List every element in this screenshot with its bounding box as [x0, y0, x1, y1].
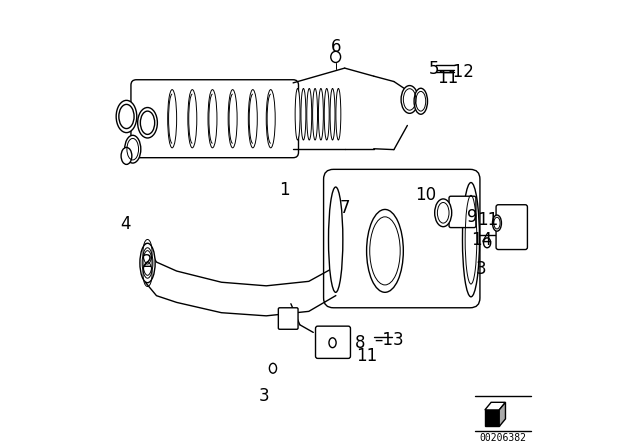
Text: –13: –13 [374, 331, 404, 349]
Text: 00206382: 00206382 [479, 433, 526, 443]
Ellipse shape [336, 89, 341, 140]
Text: 11: 11 [437, 69, 458, 87]
Ellipse shape [266, 90, 275, 148]
Ellipse shape [414, 88, 428, 114]
Text: 6: 6 [330, 38, 341, 56]
Ellipse shape [125, 135, 141, 163]
Ellipse shape [331, 52, 340, 63]
Ellipse shape [493, 215, 502, 231]
Ellipse shape [484, 238, 491, 248]
Ellipse shape [401, 86, 418, 113]
Text: 11: 11 [356, 347, 378, 365]
Ellipse shape [324, 89, 329, 140]
FancyBboxPatch shape [316, 326, 351, 358]
Polygon shape [485, 410, 499, 426]
FancyBboxPatch shape [131, 80, 298, 158]
Text: 3: 3 [476, 260, 486, 278]
Ellipse shape [330, 89, 335, 140]
Ellipse shape [116, 100, 137, 133]
Ellipse shape [269, 363, 276, 373]
Ellipse shape [248, 90, 257, 148]
Ellipse shape [168, 90, 177, 148]
Text: 9: 9 [467, 208, 477, 226]
Ellipse shape [301, 89, 306, 140]
Text: 7: 7 [339, 199, 350, 217]
Ellipse shape [140, 243, 155, 283]
FancyBboxPatch shape [496, 205, 527, 250]
FancyBboxPatch shape [449, 196, 476, 228]
Text: 11: 11 [477, 211, 499, 228]
Text: 5: 5 [429, 60, 440, 78]
Text: 10: 10 [415, 186, 436, 204]
Ellipse shape [295, 89, 300, 140]
Polygon shape [499, 402, 506, 426]
Ellipse shape [319, 89, 323, 140]
FancyBboxPatch shape [278, 308, 298, 329]
FancyBboxPatch shape [324, 169, 480, 308]
Text: 3: 3 [259, 388, 269, 405]
Text: 2: 2 [142, 253, 153, 271]
Text: 4: 4 [120, 215, 131, 233]
Ellipse shape [208, 90, 217, 148]
Ellipse shape [312, 89, 317, 140]
Ellipse shape [463, 182, 479, 297]
Polygon shape [485, 402, 506, 410]
Ellipse shape [121, 147, 132, 164]
Ellipse shape [329, 338, 336, 348]
Ellipse shape [228, 90, 237, 148]
Text: 1: 1 [279, 181, 289, 199]
Ellipse shape [307, 89, 312, 140]
Ellipse shape [435, 199, 452, 227]
Ellipse shape [328, 187, 343, 293]
Ellipse shape [188, 90, 197, 148]
Text: 14: 14 [472, 231, 493, 249]
Text: ‒12: ‒12 [442, 63, 474, 81]
Ellipse shape [138, 108, 157, 138]
Text: 8: 8 [355, 334, 365, 352]
